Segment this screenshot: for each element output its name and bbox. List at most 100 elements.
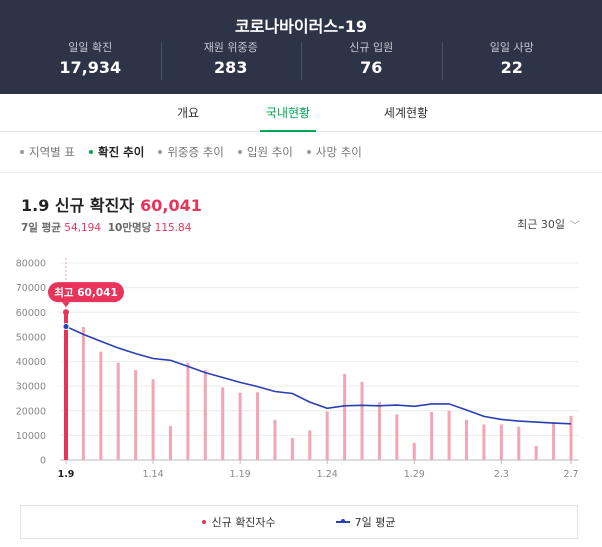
bar <box>325 411 329 460</box>
bar <box>482 424 486 460</box>
avg-value: 54,194 <box>64 222 102 234</box>
x-tick-label: 2.3 <box>494 469 509 480</box>
stat-label: 일일 확진 <box>68 41 113 54</box>
bar <box>569 415 573 460</box>
bar <box>552 421 556 460</box>
bar <box>134 370 138 460</box>
stat-critical: 재원 위중증 283 <box>160 40 302 82</box>
legend-label: 신규 확진자수 <box>211 516 276 529</box>
subtab-admission-trend[interactable]: 입원 추이 <box>237 144 293 160</box>
subtab-death-trend[interactable]: 사망 추이 <box>306 144 362 160</box>
y-tick-label: 10000 <box>16 431 46 442</box>
bar <box>465 419 469 460</box>
bar <box>517 426 521 460</box>
subtab-critical-trend[interactable]: 위중증 추이 <box>158 144 224 160</box>
bar <box>186 362 190 460</box>
y-tick-label: 50000 <box>16 332 46 343</box>
bar <box>534 445 538 460</box>
bullet-icon <box>88 150 93 154</box>
x-tick-label: 1.24 <box>317 469 338 480</box>
y-tick-label: 40000 <box>16 357 46 368</box>
stat-value: 76 <box>360 58 383 77</box>
chevron-down-icon: ﹀ <box>570 220 580 232</box>
x-tick-label: 1.19 <box>230 469 251 480</box>
bar <box>256 392 260 460</box>
bar <box>221 387 225 460</box>
per100k-value: 115.84 <box>154 222 192 234</box>
bar <box>499 424 503 460</box>
legend-label: 7일 평균 <box>354 516 396 529</box>
bar <box>203 370 207 460</box>
headline-date: 1.9 <box>21 196 50 215</box>
bar <box>290 438 294 460</box>
subtab-label: 위중증 추이 <box>167 145 224 159</box>
bar <box>81 327 85 460</box>
x-tick-label: 1.29 <box>404 469 425 480</box>
headline-count: 60,041 <box>140 196 202 215</box>
avg-line <box>65 325 572 425</box>
bar <box>99 351 103 460</box>
bar <box>395 414 399 460</box>
bullet-icon <box>237 150 242 154</box>
avg-point <box>62 323 70 331</box>
subtab-label: 지역별 표 <box>29 145 75 159</box>
bar <box>168 426 172 460</box>
bar <box>430 411 434 460</box>
bar <box>308 430 312 460</box>
x-tick-label: 1.14 <box>142 469 163 480</box>
confirmed-trend-chart: 0 10000 20000 30000 40000 50000 60000 70000 8000… <box>16 258 579 480</box>
bullet-icon <box>158 150 163 154</box>
sub-tabs: 지역별 표 확진 추이 위중증 추이 입원 추이 사망 추이 <box>20 140 376 164</box>
legend-bar-icon <box>202 520 207 524</box>
peak-callout <box>48 282 124 303</box>
bullet-icon <box>306 150 311 154</box>
legend-line-icon <box>335 519 350 523</box>
subtab-label: 입원 추이 <box>246 145 293 159</box>
bar <box>360 381 364 460</box>
stat-label: 재원 위중증 <box>203 41 258 54</box>
bar <box>238 392 242 460</box>
stat-label: 일일 사망 <box>489 41 534 54</box>
stat-daily-confirmed: 일일 확진 17,934 <box>20 40 161 82</box>
peak-callout-label: 최고 60,041 <box>54 286 118 299</box>
stat-value: 22 <box>500 58 523 77</box>
tab-global[interactable]: 세계현황 <box>383 106 429 120</box>
stat-value: 17,934 <box>59 58 122 77</box>
y-tick-label: 0 <box>40 456 46 467</box>
stat-new-admissions: 신규 입원 76 <box>301 40 442 82</box>
subtab-label: 사망 추이 <box>315 145 362 159</box>
chart-legend: 신규 확진자수 7일 평균 <box>20 505 578 539</box>
peak-point <box>63 309 69 316</box>
chart-headline: 1.9 신규 확진자 60,041 <box>21 192 202 216</box>
chart-subline: 7일 평균 54,194 10만명당 115.84 <box>21 220 191 235</box>
bar <box>447 410 451 460</box>
legend-item-average: 7일 평균 <box>335 514 396 530</box>
stat-label: 신규 입원 <box>349 41 394 54</box>
headline-title: 신규 확진자 <box>54 196 135 215</box>
bar <box>377 402 381 460</box>
subtab-regional-table[interactable]: 지역별 표 <box>20 144 75 160</box>
legend-item-cases: 신규 확진자수 <box>202 514 276 530</box>
period-label: 최근 30일 <box>517 218 565 231</box>
stats-bar: 일일 확진 17,934 재원 위중증 283 신규 입원 76 일일 사망 2… <box>20 40 582 82</box>
y-tick-label: 30000 <box>16 382 46 393</box>
stat-value: 283 <box>214 58 248 77</box>
bar <box>116 362 120 460</box>
tab-overview[interactable]: 개요 <box>176 106 200 120</box>
subtab-label: 확진 추이 <box>97 145 145 159</box>
bar <box>343 373 347 460</box>
bar <box>273 419 277 460</box>
y-tick-label: 60000 <box>16 308 46 319</box>
divider <box>0 172 602 173</box>
tab-domestic[interactable]: 국내현황 <box>260 94 316 132</box>
y-tick-label: 20000 <box>16 406 46 417</box>
period-dropdown[interactable]: 최근 30일 ﹀ <box>517 216 580 232</box>
x-tick-label: 1.9 <box>58 469 75 480</box>
page-title: 코로나바이러스-19 <box>235 17 367 36</box>
y-tick-label: 80000 <box>16 259 46 270</box>
subtab-confirmed-trend[interactable]: 확진 추이 <box>88 144 145 160</box>
callout-pointer <box>62 302 70 308</box>
x-tick-label: 2.7 <box>563 469 578 480</box>
y-tick-label: 70000 <box>16 283 46 294</box>
bar <box>412 442 416 460</box>
